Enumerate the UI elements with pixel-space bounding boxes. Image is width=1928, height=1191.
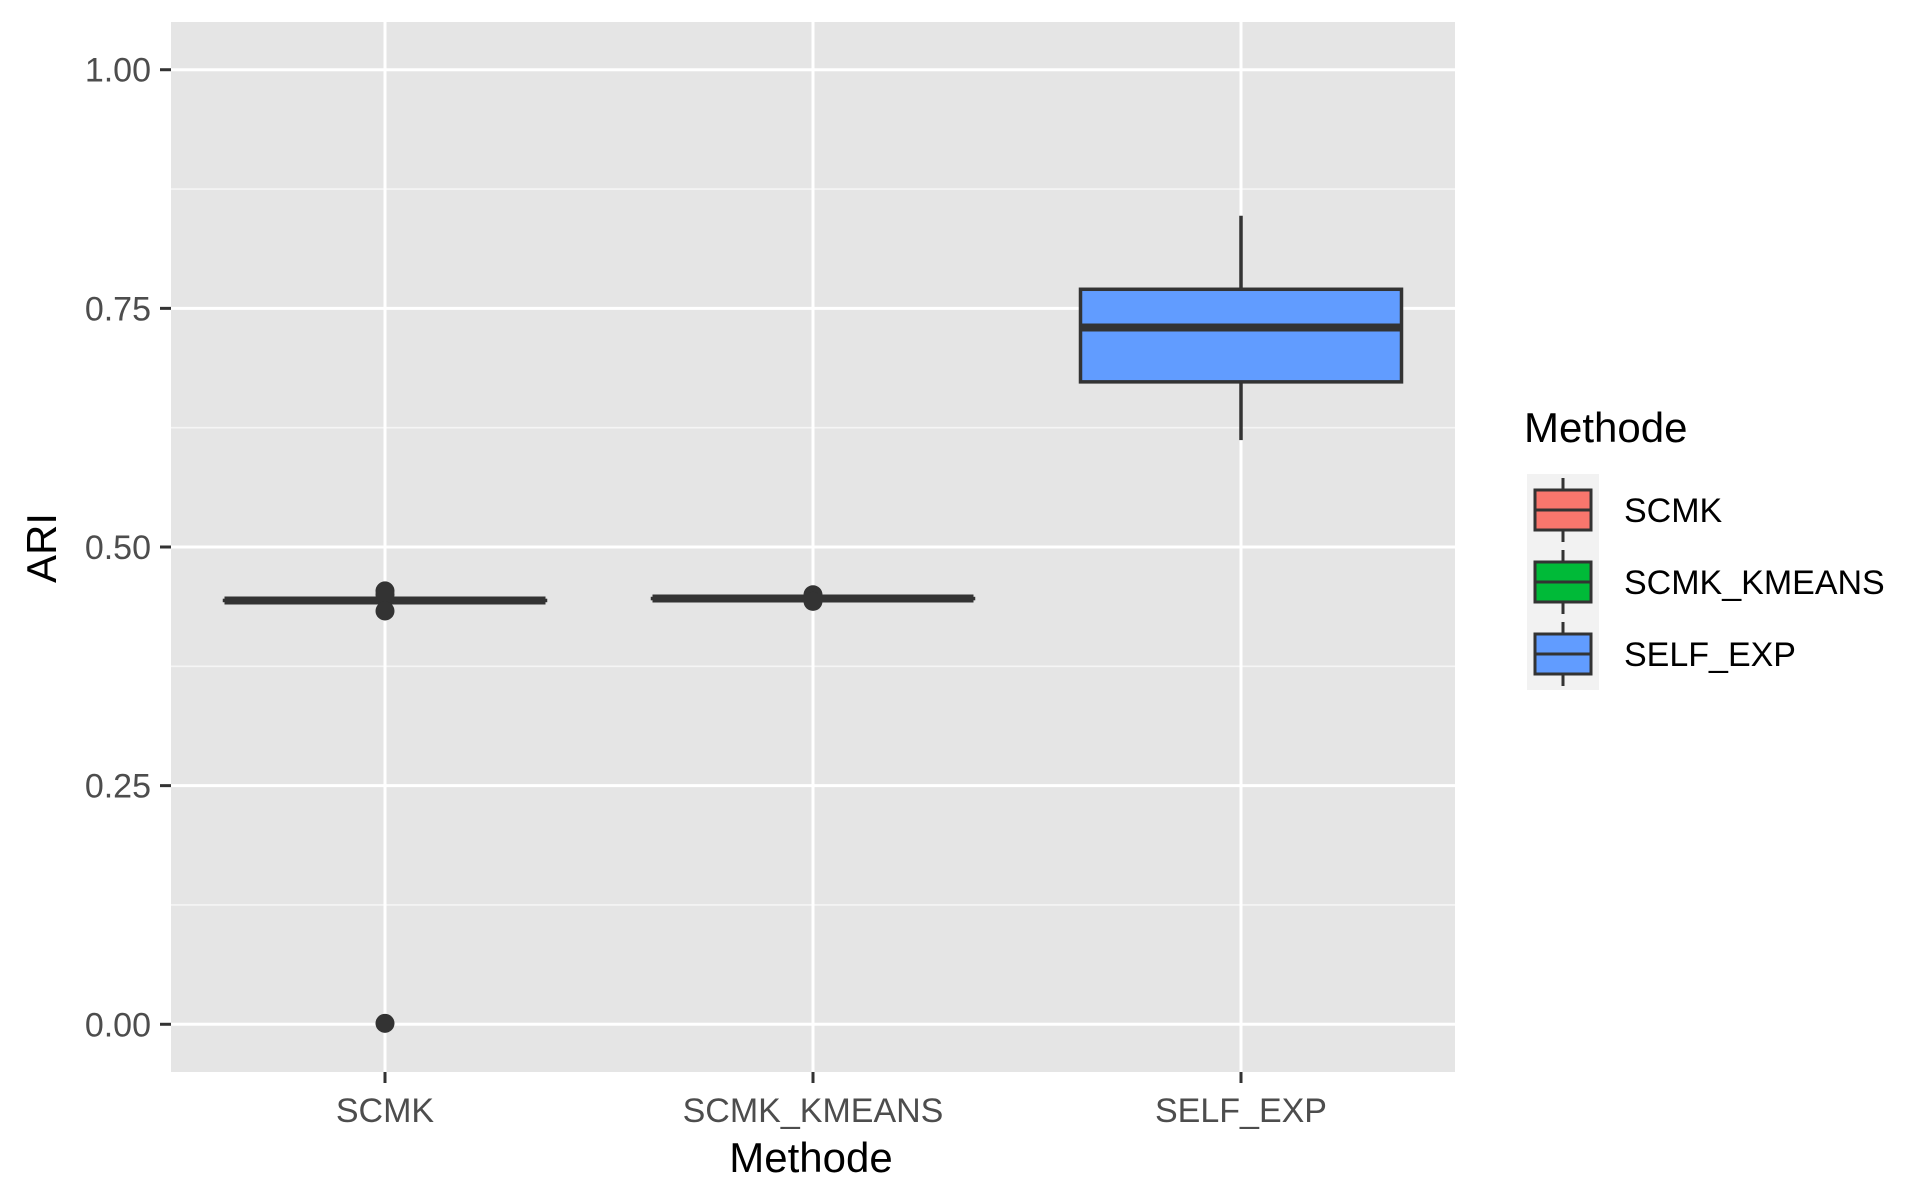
plot-area [171,22,1455,1072]
y-axis-title: ARI [18,513,65,583]
x-axis-title: Methode [729,1134,892,1181]
legend-label: SELF_EXP [1624,636,1796,674]
y-axis: 0.00 0.25 0.50 0.75 1.00 [85,52,171,1044]
x-tick-label: SCMK [336,1092,435,1130]
outlier-point [375,585,395,605]
x-axis: SCMK SCMK_KMEANS SELF_EXP [336,1072,1327,1130]
y-tick-label: 0.00 [85,1006,151,1044]
box-self-exp [1078,215,1404,441]
y-tick-label: 1.00 [85,52,151,90]
y-tick-label: 0.25 [85,768,151,806]
x-tick-label: SELF_EXP [1155,1092,1327,1130]
outlier-point [375,1013,395,1033]
outlier-point [803,591,823,611]
box-scmk-kmeans [650,585,976,611]
legend: Methode SCMK SCMK_KMEANS SELF_EXP [1524,404,1885,690]
x-tick-label: SCMK_KMEANS [683,1092,944,1130]
legend-label: SCMK [1624,492,1723,530]
outlier-point [375,601,395,621]
box-body [1078,287,1404,384]
y-tick-label: 0.50 [85,529,151,567]
y-tick-label: 0.75 [85,290,151,328]
legend-label: SCMK_KMEANS [1624,564,1885,602]
legend-title: Methode [1524,404,1687,451]
box-scmk [222,581,548,1033]
